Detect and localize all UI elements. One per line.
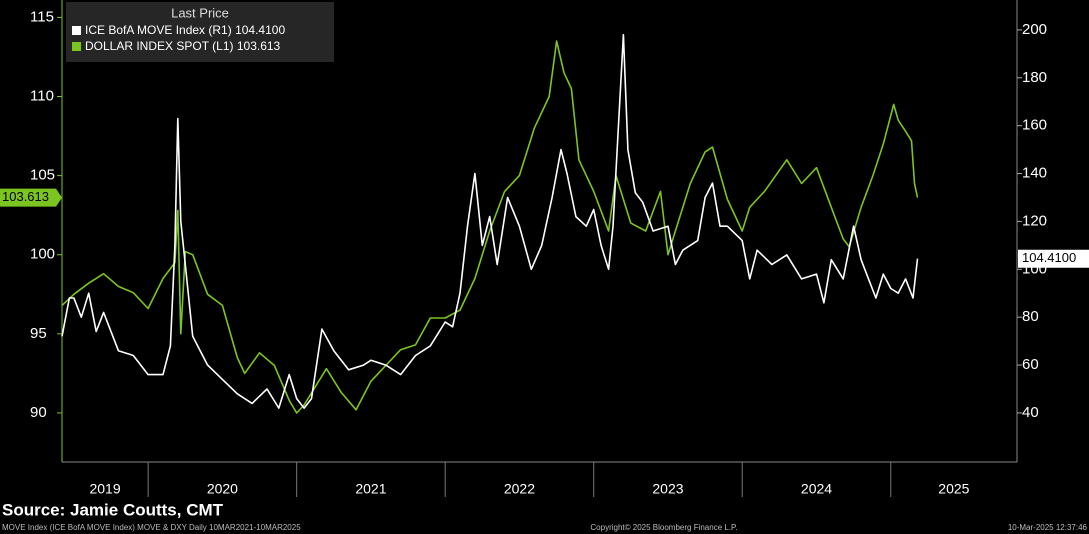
y-tick-label: 95 bbox=[30, 325, 47, 342]
y2-tick-label: 200 bbox=[1022, 21, 1047, 38]
x-tick-label: 2025 bbox=[938, 481, 969, 497]
legend-label: DOLLAR INDEX SPOT (L1) 103.613 bbox=[85, 39, 281, 53]
series-line bbox=[61, 33, 919, 409]
y-tick-label: 100 bbox=[30, 246, 55, 263]
y-tick-label: 115 bbox=[30, 8, 54, 25]
last-price-label: 103.613 bbox=[2, 189, 49, 204]
x-tick-label: 2019 bbox=[89, 481, 120, 497]
legend-swatch bbox=[72, 42, 81, 51]
y2-tick-label: 160 bbox=[1022, 117, 1047, 134]
x-tick-label: 2024 bbox=[801, 481, 832, 497]
y2-tick-label: 180 bbox=[1022, 69, 1047, 86]
last-price-tag bbox=[0, 188, 62, 207]
y2-tick-label: 140 bbox=[1022, 165, 1047, 182]
y-tick-label: 105 bbox=[30, 167, 55, 184]
legend-box bbox=[66, 2, 334, 62]
x-tick-label: 2020 bbox=[207, 481, 238, 497]
last-price-label: 104.4100 bbox=[1022, 250, 1076, 265]
y2-tick-label: 60 bbox=[1022, 356, 1039, 373]
legend-value: 104.4100 bbox=[235, 23, 285, 37]
legend-swatch bbox=[72, 26, 81, 35]
x-tick-label: 2023 bbox=[652, 481, 683, 497]
y2-tick-label: 80 bbox=[1022, 308, 1039, 325]
y2-tick-label: 40 bbox=[1022, 404, 1039, 421]
y2-tick-label: 120 bbox=[1022, 212, 1047, 229]
y-tick-label: 90 bbox=[30, 404, 47, 421]
legend-name: DOLLAR INDEX SPOT (L1) bbox=[85, 39, 234, 53]
legend-name: ICE BofA MOVE Index (R1) bbox=[85, 23, 232, 37]
source: Source: Jamie Coutts, CMT bbox=[2, 500, 224, 519]
footer-right: 10-Mar-2025 12:37:46 bbox=[1008, 523, 1088, 532]
footer-center: Copyright© 2025 Bloomberg Finance L.P. bbox=[590, 523, 737, 532]
y-tick-label: 110 bbox=[30, 87, 54, 104]
footer-left: MOVE Index (ICE BofA MOVE Index) MOVE & … bbox=[2, 523, 301, 532]
plot-area bbox=[61, 33, 919, 414]
last-price-tag bbox=[1018, 249, 1089, 268]
legend-value: 103.613 bbox=[237, 39, 281, 53]
legend-title: Last Price bbox=[171, 5, 229, 20]
x-tick-label: 2021 bbox=[355, 481, 386, 497]
series-line bbox=[61, 40, 919, 414]
legend-label: ICE BofA MOVE Index (R1) 104.4100 bbox=[85, 23, 285, 37]
x-tick-label: 2022 bbox=[504, 481, 535, 497]
